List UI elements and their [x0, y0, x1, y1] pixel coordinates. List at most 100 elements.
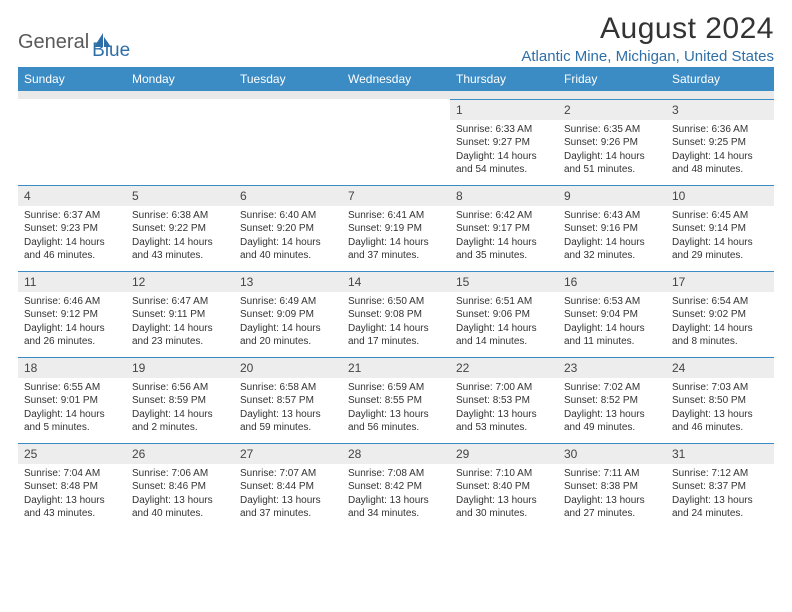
sunset-text: Sunset: 9:22 PM	[132, 222, 228, 236]
day-number: 5	[126, 186, 234, 206]
sunset-text: Sunset: 9:20 PM	[240, 222, 336, 236]
daylight-text-cont: and 2 minutes.	[132, 421, 228, 435]
location-subtitle: Atlantic Mine, Michigan, United States	[521, 48, 774, 65]
day-cell: 14Sunrise: 6:50 AMSunset: 9:08 PMDayligh…	[342, 271, 450, 357]
day-number: 25	[18, 444, 126, 464]
day-number: 6	[234, 186, 342, 206]
week-row: 4Sunrise: 6:37 AMSunset: 9:23 PMDaylight…	[18, 185, 774, 271]
day-number: 18	[18, 358, 126, 378]
sunrise-text: Sunrise: 6:51 AM	[456, 295, 552, 309]
daylight-text-cont: and 23 minutes.	[132, 335, 228, 349]
day-number: 3	[666, 100, 774, 120]
day-cell	[234, 99, 342, 185]
day-details: Sunrise: 6:46 AMSunset: 9:12 PMDaylight:…	[18, 292, 126, 357]
day-number: 8	[450, 186, 558, 206]
daylight-text-cont: and 24 minutes.	[672, 507, 768, 521]
day-details: Sunrise: 6:42 AMSunset: 9:17 PMDaylight:…	[450, 206, 558, 271]
spacer-row	[18, 91, 774, 99]
daylight-text: Daylight: 14 hours	[456, 236, 552, 250]
daylight-text: Daylight: 14 hours	[672, 236, 768, 250]
week-row: 25Sunrise: 7:04 AMSunset: 8:48 PMDayligh…	[18, 443, 774, 529]
day-number: 7	[342, 186, 450, 206]
sunrise-text: Sunrise: 7:03 AM	[672, 381, 768, 395]
sunrise-text: Sunrise: 7:10 AM	[456, 467, 552, 481]
day-number: 31	[666, 444, 774, 464]
daylight-text-cont: and 8 minutes.	[672, 335, 768, 349]
day-details: Sunrise: 7:12 AMSunset: 8:37 PMDaylight:…	[666, 464, 774, 529]
day-number: 4	[18, 186, 126, 206]
daylight-text-cont: and 49 minutes.	[564, 421, 660, 435]
sunset-text: Sunset: 9:26 PM	[564, 136, 660, 150]
daylight-text: Daylight: 13 hours	[456, 494, 552, 508]
daylight-text: Daylight: 14 hours	[456, 150, 552, 164]
daylight-text-cont: and 29 minutes.	[672, 249, 768, 263]
day-cell: 28Sunrise: 7:08 AMSunset: 8:42 PMDayligh…	[342, 443, 450, 529]
daylight-text: Daylight: 14 hours	[24, 236, 120, 250]
daylight-text-cont: and 26 minutes.	[24, 335, 120, 349]
weekday-tuesday: Tuesday	[234, 67, 342, 91]
day-details: Sunrise: 6:56 AMSunset: 8:59 PMDaylight:…	[126, 378, 234, 443]
day-number: 19	[126, 358, 234, 378]
daylight-text: Daylight: 14 hours	[564, 150, 660, 164]
sunrise-text: Sunrise: 6:38 AM	[132, 209, 228, 223]
daylight-text: Daylight: 13 hours	[348, 408, 444, 422]
daylight-text: Daylight: 14 hours	[348, 322, 444, 336]
calendar-body: 1Sunrise: 6:33 AMSunset: 9:27 PMDaylight…	[18, 99, 774, 529]
sunrise-text: Sunrise: 6:53 AM	[564, 295, 660, 309]
day-details: Sunrise: 6:33 AMSunset: 9:27 PMDaylight:…	[450, 120, 558, 185]
daylight-text: Daylight: 14 hours	[456, 322, 552, 336]
sunset-text: Sunset: 8:53 PM	[456, 394, 552, 408]
day-cell: 27Sunrise: 7:07 AMSunset: 8:44 PMDayligh…	[234, 443, 342, 529]
sunrise-text: Sunrise: 6:56 AM	[132, 381, 228, 395]
sunrise-text: Sunrise: 6:46 AM	[24, 295, 120, 309]
day-number: 27	[234, 444, 342, 464]
day-number: 2	[558, 100, 666, 120]
day-details: Sunrise: 6:36 AMSunset: 9:25 PMDaylight:…	[666, 120, 774, 185]
daylight-text: Daylight: 14 hours	[132, 322, 228, 336]
sunrise-text: Sunrise: 6:59 AM	[348, 381, 444, 395]
day-cell: 16Sunrise: 6:53 AMSunset: 9:04 PMDayligh…	[558, 271, 666, 357]
sunrise-text: Sunrise: 7:06 AM	[132, 467, 228, 481]
sunrise-text: Sunrise: 6:36 AM	[672, 123, 768, 137]
daylight-text-cont: and 53 minutes.	[456, 421, 552, 435]
daylight-text-cont: and 30 minutes.	[456, 507, 552, 521]
daylight-text-cont: and 56 minutes.	[348, 421, 444, 435]
day-cell: 31Sunrise: 7:12 AMSunset: 8:37 PMDayligh…	[666, 443, 774, 529]
sunrise-text: Sunrise: 6:42 AM	[456, 209, 552, 223]
daylight-text-cont: and 37 minutes.	[348, 249, 444, 263]
sunrise-text: Sunrise: 6:49 AM	[240, 295, 336, 309]
daylight-text-cont: and 51 minutes.	[564, 163, 660, 177]
day-details: Sunrise: 6:41 AMSunset: 9:19 PMDaylight:…	[342, 206, 450, 271]
day-details: Sunrise: 7:11 AMSunset: 8:38 PMDaylight:…	[558, 464, 666, 529]
weekday-friday: Friday	[558, 67, 666, 91]
day-cell: 5Sunrise: 6:38 AMSunset: 9:22 PMDaylight…	[126, 185, 234, 271]
sunrise-text: Sunrise: 7:12 AM	[672, 467, 768, 481]
day-cell: 18Sunrise: 6:55 AMSunset: 9:01 PMDayligh…	[18, 357, 126, 443]
sunset-text: Sunset: 9:08 PM	[348, 308, 444, 322]
day-cell: 25Sunrise: 7:04 AMSunset: 8:48 PMDayligh…	[18, 443, 126, 529]
day-number: 21	[342, 358, 450, 378]
day-number: 29	[450, 444, 558, 464]
day-cell: 10Sunrise: 6:45 AMSunset: 9:14 PMDayligh…	[666, 185, 774, 271]
day-cell	[18, 99, 126, 185]
sunset-text: Sunset: 8:42 PM	[348, 480, 444, 494]
day-details: Sunrise: 7:10 AMSunset: 8:40 PMDaylight:…	[450, 464, 558, 529]
daylight-text-cont: and 48 minutes.	[672, 163, 768, 177]
daylight-text-cont: and 46 minutes.	[24, 249, 120, 263]
sunrise-text: Sunrise: 7:00 AM	[456, 381, 552, 395]
logo-text-general: General	[18, 31, 89, 54]
day-details: Sunrise: 7:07 AMSunset: 8:44 PMDaylight:…	[234, 464, 342, 529]
daylight-text: Daylight: 14 hours	[348, 236, 444, 250]
day-cell: 15Sunrise: 6:51 AMSunset: 9:06 PMDayligh…	[450, 271, 558, 357]
day-cell: 3Sunrise: 6:36 AMSunset: 9:25 PMDaylight…	[666, 99, 774, 185]
daylight-text-cont: and 17 minutes.	[348, 335, 444, 349]
day-cell: 6Sunrise: 6:40 AMSunset: 9:20 PMDaylight…	[234, 185, 342, 271]
day-cell: 2Sunrise: 6:35 AMSunset: 9:26 PMDaylight…	[558, 99, 666, 185]
day-details: Sunrise: 6:38 AMSunset: 9:22 PMDaylight:…	[126, 206, 234, 271]
day-cell: 29Sunrise: 7:10 AMSunset: 8:40 PMDayligh…	[450, 443, 558, 529]
daylight-text: Daylight: 13 hours	[132, 494, 228, 508]
weekday-thursday: Thursday	[450, 67, 558, 91]
daylight-text: Daylight: 14 hours	[672, 322, 768, 336]
sunset-text: Sunset: 9:16 PM	[564, 222, 660, 236]
sunset-text: Sunset: 8:46 PM	[132, 480, 228, 494]
